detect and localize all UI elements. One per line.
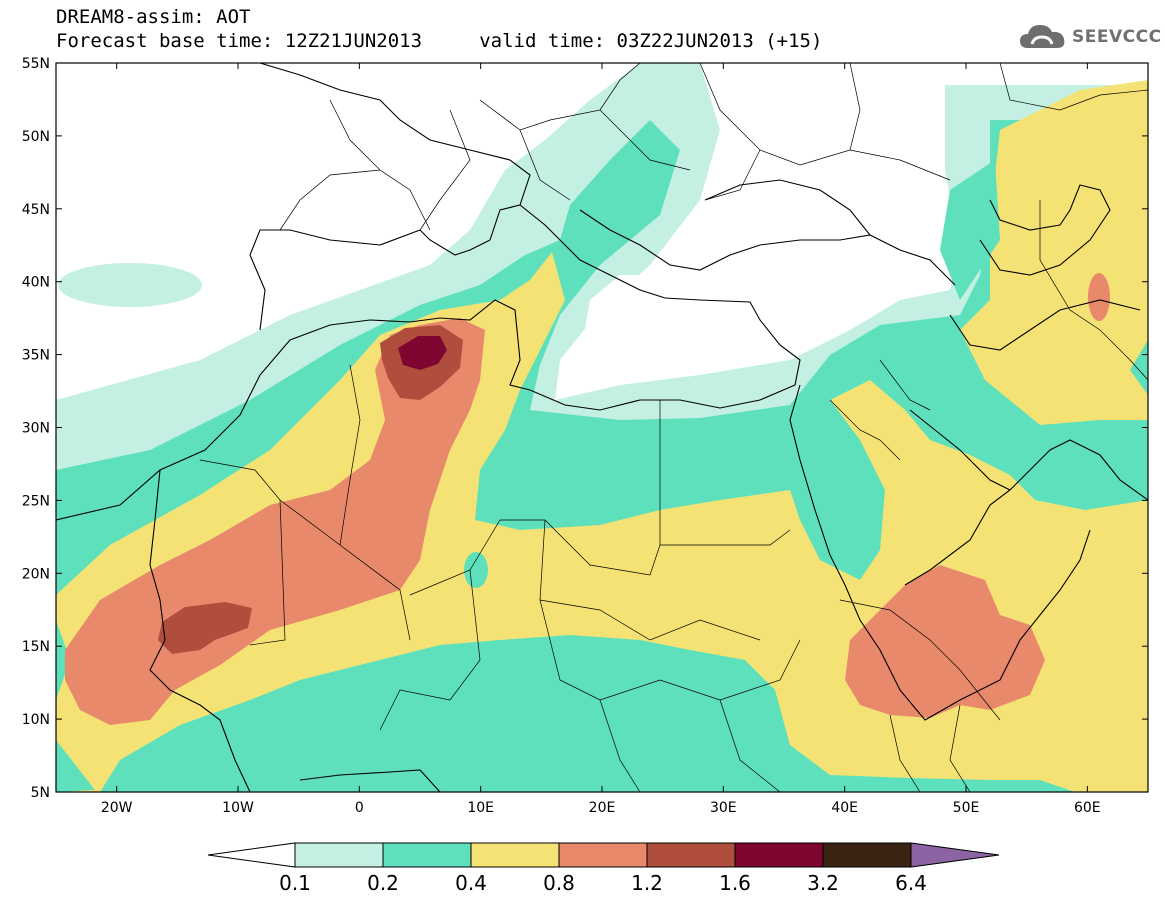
- colorbar-label: 3.2: [807, 871, 839, 895]
- colorbar-high-arrow: [910, 842, 1000, 868]
- lon-tick-label: 0: [355, 800, 364, 816]
- lat-tick-label: 50N: [22, 129, 50, 145]
- colorbar-low-arrow: [207, 842, 296, 868]
- colorbar-swatch: [822, 842, 912, 868]
- lon-tick-label: 60E: [1074, 800, 1101, 816]
- colorbar-label: 0.1: [279, 871, 311, 895]
- colorbar-swatch: [646, 842, 736, 868]
- latitude-axis: 55N 50N 45N 40N 35N 30N 25N 20N 15N 10N 5N: [22, 56, 1148, 801]
- country-borders: [199, 63, 1148, 792]
- colorbar-swatch: [734, 842, 824, 868]
- aot-level-1.6: [398, 336, 447, 370]
- aot-level-0.2-patches: [56, 160, 1148, 792]
- longitude-axis: 20W 10W 0 10E 20E 30E 40E 50E 60E: [101, 63, 1101, 816]
- lat-tick-label: 45N: [22, 202, 50, 218]
- lat-tick-label: 30N: [22, 421, 50, 437]
- lon-tick-label: 20E: [589, 800, 616, 816]
- colorbar-label: 0.8: [543, 871, 575, 895]
- lat-tick-label: 55N: [22, 56, 50, 72]
- lat-tick-label: 40N: [22, 275, 50, 291]
- clear-sky-areas: [582, 275, 690, 360]
- colorbar-label: 0.4: [455, 871, 487, 895]
- lon-tick-label: 10W: [222, 800, 254, 816]
- lat-tick-label: 35N: [22, 348, 50, 364]
- lat-tick-label: 5N: [31, 785, 50, 801]
- colorbar-label: 6.4: [895, 871, 927, 895]
- colorbar-label: 1.2: [631, 871, 663, 895]
- colorbar-label: 1.6: [719, 871, 751, 895]
- brand-logo: SEEVCCC: [1018, 20, 1162, 54]
- colorbar: 0.1 0.2 0.4 0.8 1.2 1.6 3.2 6.4: [207, 842, 1000, 895]
- brand-name: SEEVCCC: [1072, 27, 1162, 47]
- colorbar-swatch: [558, 842, 648, 868]
- lon-tick-label: 20W: [101, 800, 133, 816]
- aot-fields: [56, 63, 1148, 792]
- lon-tick-label: 40E: [831, 800, 858, 816]
- colorbar-label: 0.2: [367, 871, 399, 895]
- forecast-time-line: Forecast base time: 12Z21JUN2013 valid t…: [56, 30, 823, 52]
- lat-tick-label: 20N: [22, 566, 50, 582]
- colorbar-swatch: [382, 842, 472, 868]
- lon-tick-label: 30E: [710, 800, 737, 816]
- map-title: DREAM8-assim: AOT: [56, 6, 251, 28]
- coastlines: [56, 63, 1148, 792]
- lat-tick-label: 15N: [22, 639, 50, 655]
- lat-tick-label: 10N: [22, 712, 50, 728]
- lat-tick-label: 25N: [22, 493, 50, 509]
- lon-tick-label: 10E: [467, 800, 494, 816]
- colorbar-swatch: [470, 842, 560, 868]
- cloud-icon: [1020, 25, 1065, 48]
- colorbar-swatch: [294, 842, 384, 868]
- lon-tick-label: 50E: [953, 800, 980, 816]
